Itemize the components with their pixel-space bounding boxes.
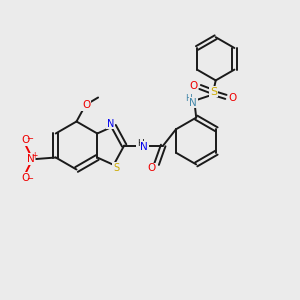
Text: −: − — [26, 134, 33, 143]
Text: O: O — [228, 93, 237, 103]
Text: N: N — [107, 119, 114, 129]
Text: N: N — [140, 142, 148, 152]
Text: O: O — [21, 172, 29, 183]
Text: +: + — [31, 151, 38, 160]
Text: S: S — [210, 87, 217, 97]
Text: −: − — [26, 174, 33, 183]
Text: O: O — [189, 81, 198, 91]
Text: N: N — [27, 154, 35, 164]
Text: H: H — [185, 94, 191, 103]
Text: O: O — [21, 135, 29, 146]
Text: N: N — [189, 98, 197, 108]
Text: S: S — [113, 163, 119, 173]
Text: H: H — [137, 139, 143, 148]
Text: O: O — [82, 100, 90, 110]
Text: O: O — [148, 163, 156, 173]
